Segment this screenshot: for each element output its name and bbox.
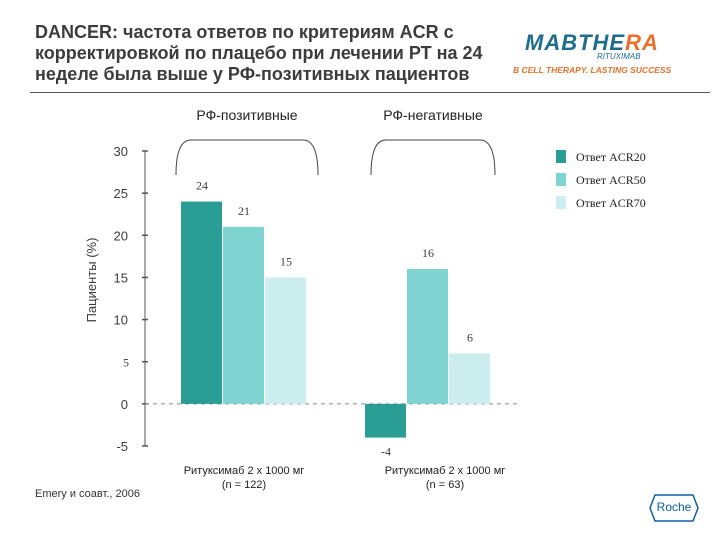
legend-swatch [556,150,566,163]
group-bracket [175,139,319,176]
y-tick-label: 0 [121,397,128,412]
logo-tagline: B CELL THERAPY. LASTING SUCCESS [513,65,672,75]
title-divider [30,92,710,93]
page-title: DANCER: частота ответов по критериям ACR… [35,22,483,84]
logo-wordmark: MABTHERA [525,30,659,55]
y-tick-label: 10 [114,313,128,328]
bar-ответ-acr70 [449,353,490,404]
bar-ответ-acr20 [365,403,406,438]
logo-subtitle: RITUXIMAB [597,52,641,61]
legend-label: Ответ ACR20 [576,150,646,164]
bar-ответ-acr70 [265,277,306,404]
roche-hexagon-icon [649,494,699,522]
group-bracket [370,139,496,176]
y-tick-label: 20 [114,228,128,243]
y-tick-label: 25 [114,186,128,201]
mabthera-logo: MABTHERA RITUXIMAB B CELL THERAPY. LASTI… [513,30,695,78]
y-tick-label: 5 [123,356,129,370]
bar-ответ-acr50 [407,269,448,404]
data-label: 24 [196,179,208,193]
x-category-label: (n = 63) [426,479,464,491]
bar-ответ-acr50 [223,226,264,404]
data-label: 15 [280,254,292,268]
data-label: -4 [381,445,391,459]
roche-logo: Roche [649,494,699,522]
roche-wordmark: Roche [656,500,692,514]
legend-label: Ответ ACR70 [576,196,646,210]
y-tick-label: 30 [114,144,128,159]
x-category-label: Ритуксимаб 2 х 1000 мг [385,465,506,477]
group-label: РФ-негативные [383,107,483,123]
x-category-label: Ритуксимаб 2 х 1000 мг [184,465,305,477]
legend-label: Ответ ACR50 [576,173,646,187]
x-category-label: (n = 122) [222,479,266,491]
legend-swatch [556,173,566,186]
data-label: 21 [238,204,250,218]
y-tick-label: -5 [116,439,128,454]
citation-footnote: Emery и соавт., 2006 [35,488,140,500]
bar-ответ-acr20 [181,201,222,404]
y-tick-label: 15 [114,270,128,285]
data-label: 16 [422,246,434,260]
group-label: РФ-позитивные [196,107,297,123]
y-axis-label: Пациенты (%) [84,238,99,323]
legend-swatch [556,196,566,209]
data-label: 6 [467,330,473,344]
